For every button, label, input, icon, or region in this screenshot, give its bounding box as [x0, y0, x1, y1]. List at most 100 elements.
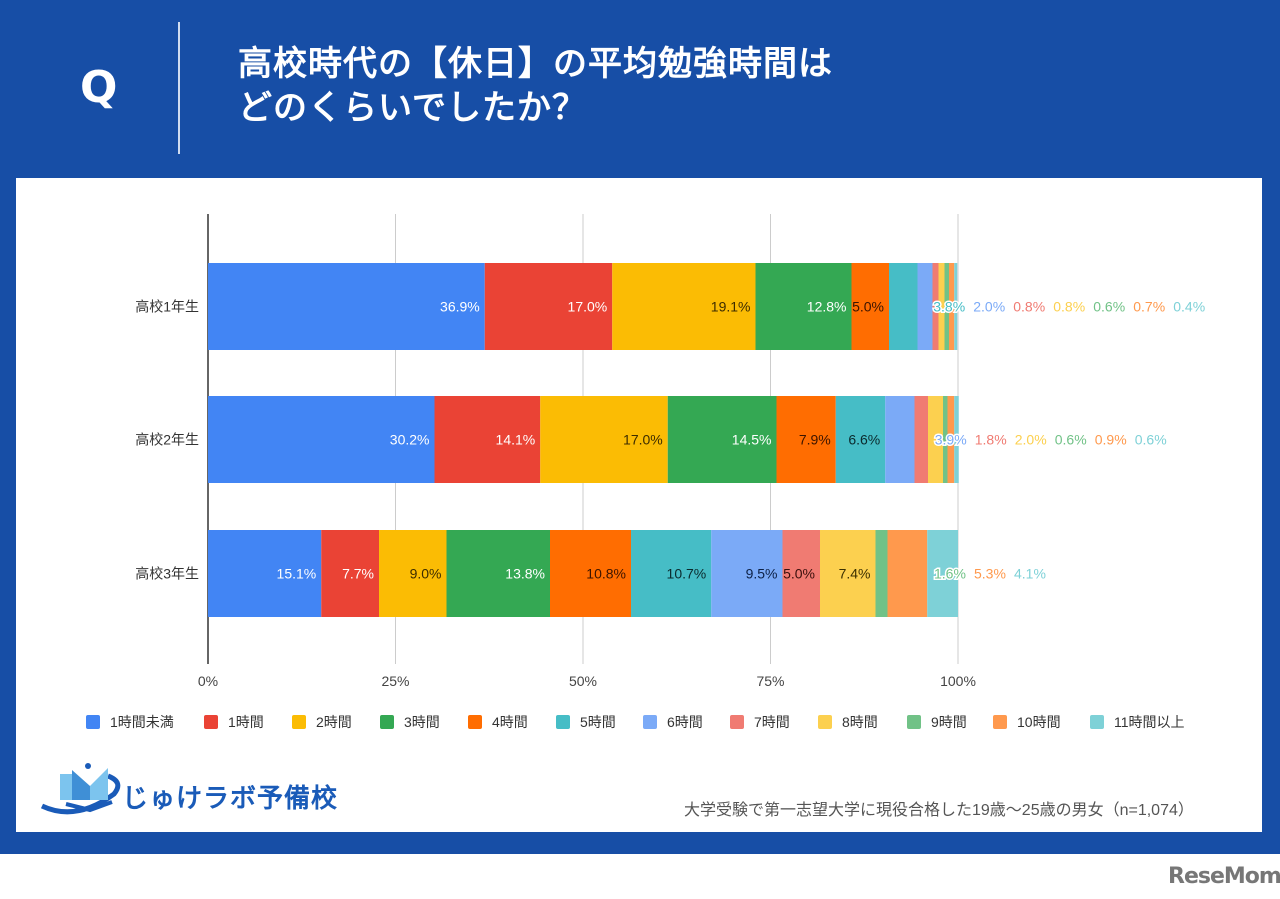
legend-swatch: [907, 715, 921, 729]
x-tick-label: 0%: [198, 673, 218, 689]
legend-swatch: [993, 715, 1007, 729]
data-label: 36.9%: [440, 299, 480, 315]
data-label: 10.7%: [667, 566, 707, 582]
header-banner: [0, 0, 1280, 178]
data-label-outside: 0.8%: [1013, 299, 1045, 315]
data-label-outside: 1.6%: [934, 566, 966, 582]
logo-icon: [40, 763, 121, 815]
bar-segment: [889, 263, 918, 350]
category-label: 高校3年生: [135, 566, 199, 582]
data-label-outside: 0.7%: [1133, 299, 1165, 315]
data-label: 30.2%: [390, 432, 430, 448]
watermark-logo: ReseMom: [1168, 864, 1280, 889]
legend-swatch: [204, 715, 218, 729]
data-label: 14.1%: [496, 432, 536, 448]
data-label: 17.0%: [623, 432, 663, 448]
bar-segment: [949, 263, 955, 350]
footnote: 大学受験で第一志望大学に現役合格した19歳～25歳の男女（n=1,074）: [684, 802, 1194, 819]
data-label: 17.0%: [568, 299, 608, 315]
bars: [208, 263, 959, 617]
data-label-outside: 0.4%: [1173, 299, 1205, 315]
data-label: 5.0%: [852, 299, 884, 315]
bar-segment: [484, 263, 613, 350]
category-label: 高校2年生: [135, 432, 199, 448]
data-label: 9.0%: [410, 566, 442, 582]
data-label-outside: 0.6%: [1055, 432, 1087, 448]
bar-segment: [820, 530, 876, 617]
data-label-outside: 2.0%: [973, 299, 1005, 315]
data-label-outside: 0.6%: [1135, 432, 1167, 448]
data-label-outside: 2.0%: [1015, 432, 1047, 448]
data-label-outside: 0.6%: [1093, 299, 1125, 315]
data-label: 12.8%: [807, 299, 847, 315]
bar-segment: [540, 396, 668, 483]
data-label-outside: 3.8%: [933, 299, 965, 315]
legend-label: 8時間: [842, 714, 878, 730]
bar-segment: [612, 263, 756, 350]
legend-swatch: [730, 715, 744, 729]
legend-label: 10時間: [1017, 714, 1061, 730]
legend-label: 5時間: [580, 714, 616, 730]
title-line-2: どのくらいでしたか？: [238, 88, 587, 128]
x-tick-label: 50%: [569, 673, 597, 689]
legend-swatch: [468, 715, 482, 729]
data-label: 5.0%: [783, 566, 815, 582]
data-label-outside: 5.3%: [974, 566, 1006, 582]
legend-swatch: [556, 715, 570, 729]
title-line-1: 高校時代の【休日】の平均勉強時間は: [238, 44, 833, 84]
data-label-outside: 4.1%: [1014, 566, 1046, 582]
legend-label: 3時間: [404, 714, 440, 730]
x-tick-label: 100%: [940, 673, 976, 689]
header-divider: [178, 22, 180, 154]
data-label: 7.7%: [342, 566, 374, 582]
bar-segment: [943, 396, 948, 483]
bar-segment: [208, 396, 435, 483]
bar-segment: [755, 263, 852, 350]
data-label: 7.9%: [799, 432, 831, 448]
data-label: 7.4%: [839, 566, 871, 582]
bar-segment: [914, 396, 928, 483]
bar-segment: [835, 396, 886, 483]
bar-segment: [711, 530, 783, 617]
legend-swatch: [292, 715, 306, 729]
bar-segment: [631, 530, 712, 617]
logo-text: じゅけラボ予備校: [122, 784, 339, 814]
data-labels: 36.9% 17.0% 19.1% 12.8% 5.0% 3.8% 2.0% 0.8% 0.8%…: [277, 297, 1206, 583]
bar-segment: [954, 263, 958, 350]
bar-segment: [954, 396, 959, 483]
bar-segment: [321, 530, 379, 617]
bar-segment: [550, 530, 631, 617]
bar-segment: [776, 396, 836, 483]
data-label-outside: 1.8%: [975, 432, 1007, 448]
bar-segment: [932, 263, 939, 350]
bar-segment: [947, 396, 955, 483]
data-label: 9.5%: [746, 566, 778, 582]
data-label-outside: 0.8%: [1053, 299, 1085, 315]
legend-label: 7時間: [754, 714, 790, 730]
bar-segment: [667, 396, 777, 483]
question-mark-label: Q: [80, 62, 118, 113]
legend-label: 4時間: [492, 714, 528, 730]
data-label: 14.5%: [732, 432, 772, 448]
bar-segment: [887, 530, 928, 617]
bar-segment: [446, 530, 550, 617]
x-tick-labels: 0% 25% 50% 75% 100%: [198, 673, 976, 689]
page-title: 高校時代の【休日】の平均勉強時間は どのくらいでしたか？: [238, 42, 833, 130]
x-tick-label: 25%: [381, 673, 409, 689]
data-label-outside: 0.9%: [1095, 432, 1127, 448]
bar-segment: [782, 530, 820, 617]
data-label: 15.1%: [277, 566, 317, 582]
bar-segment: [379, 530, 447, 617]
legend-swatch: [1090, 715, 1104, 729]
legend-label: 2時間: [316, 714, 352, 730]
bar-segment: [208, 263, 485, 350]
legend: 1時間未満 1時間 2時間 3時間 4時間 5時間 6時間 7時間 8時間 9時間 10時間 11時間…: [86, 714, 1185, 730]
x-tick-label: 75%: [756, 673, 784, 689]
data-label: 13.8%: [505, 566, 545, 582]
bar-segment: [208, 530, 322, 617]
legend-label: 9時間: [931, 714, 967, 730]
legend-label: 6時間: [667, 714, 703, 730]
legend-label: 1時間未満: [110, 714, 174, 730]
category-label: 高校1年生: [135, 299, 199, 315]
